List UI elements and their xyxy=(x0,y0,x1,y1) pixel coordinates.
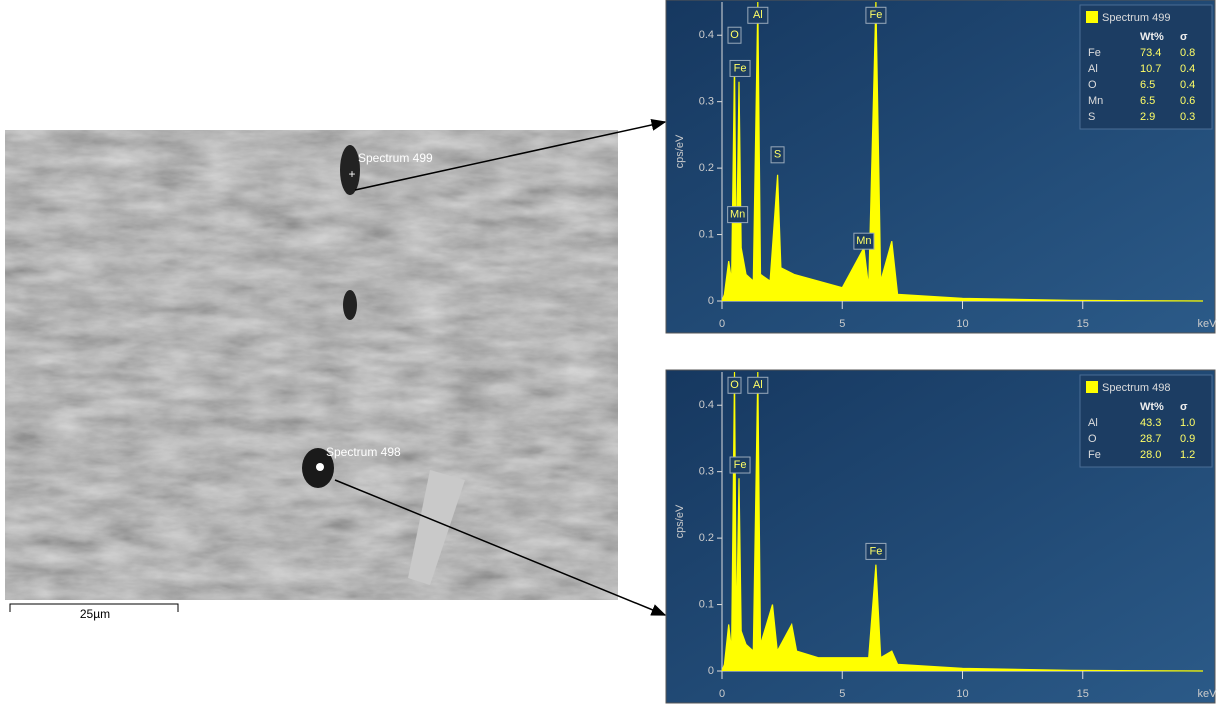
table-cell: 2.9 xyxy=(1140,111,1155,123)
x-tick-label: 10 xyxy=(956,688,968,700)
table-cell: O xyxy=(1088,79,1097,91)
table-cell: 1.2 xyxy=(1180,449,1195,461)
table-cell: 6.5 xyxy=(1140,79,1155,91)
peak-label: O xyxy=(730,29,739,41)
table-cell: 10.7 xyxy=(1140,63,1161,75)
table-header: Wt% xyxy=(1140,401,1164,413)
peak-label-box xyxy=(727,206,749,224)
peak-label-box xyxy=(747,376,769,394)
spot-label: Spectrum 498 xyxy=(326,445,401,459)
y-tick-label: 0.3 xyxy=(699,96,714,108)
peak-label-box xyxy=(853,232,875,250)
table-cell: 28.7 xyxy=(1140,433,1161,445)
legend-label: Spectrum 499 xyxy=(1102,12,1170,24)
peak-label: Mn xyxy=(730,209,745,221)
spectrum-line xyxy=(721,371,1204,672)
peak-label-box xyxy=(729,59,751,77)
peak-label-box xyxy=(727,376,742,394)
table-cell: 6.5 xyxy=(1140,95,1155,107)
table-header: σ xyxy=(1180,401,1188,413)
x-tick-label: 15 xyxy=(1077,318,1089,330)
x-tick-label: 5 xyxy=(839,688,845,700)
y-axis-label: cps/eV xyxy=(674,504,686,538)
peak-label: Fe xyxy=(869,9,882,21)
x-tick-label: 5 xyxy=(839,318,845,330)
peak-label-box xyxy=(729,456,751,474)
peak-label: Al xyxy=(753,9,763,21)
y-tick-label: 0.2 xyxy=(699,162,714,174)
table-cell: 1.0 xyxy=(1180,417,1195,429)
table-cell: 0.8 xyxy=(1180,47,1195,59)
table-cell: S xyxy=(1088,111,1095,123)
table-cell: 28.0 xyxy=(1140,449,1161,461)
table-cell: Al xyxy=(1088,417,1098,429)
peak-label: Fe xyxy=(734,459,747,471)
x-axis-label: keV xyxy=(1198,318,1218,330)
x-tick-label: 0 xyxy=(719,318,725,330)
peak-label: O xyxy=(730,379,739,391)
table-cell: Fe xyxy=(1088,449,1101,461)
legend-swatch xyxy=(1086,11,1098,23)
x-tick-label: 15 xyxy=(1077,688,1089,700)
y-tick-label: 0.4 xyxy=(699,399,714,411)
peak-label: Fe xyxy=(734,62,747,74)
peak-label-box xyxy=(865,6,887,24)
pit xyxy=(343,290,357,320)
spectrum-panel: 0 0.1 0.2 0.3 0.4 0 5 10 15 keV cps/eV Spectrum 498… xyxy=(665,369,1218,704)
x-tick-label: 10 xyxy=(956,318,968,330)
arrow xyxy=(334,479,667,616)
sem-texture xyxy=(5,130,618,600)
peak-label-box xyxy=(770,146,785,164)
y-tick-label: 0.1 xyxy=(699,228,714,240)
y-axis-label: cps/eV xyxy=(674,134,686,168)
marker: + xyxy=(348,167,355,181)
spectrum-line xyxy=(721,1,1204,302)
y-tick-label: 0 xyxy=(708,295,714,307)
table-cell: 73.4 xyxy=(1140,47,1161,59)
table-cell: 0.6 xyxy=(1180,95,1195,107)
marker xyxy=(316,463,324,471)
legend-box xyxy=(1079,4,1213,130)
table-cell: Fe xyxy=(1088,47,1101,59)
y-tick-label: 0.2 xyxy=(699,532,714,544)
table-cell: Mn xyxy=(1088,95,1103,107)
table-header: σ xyxy=(1180,31,1188,43)
y-tick-label: 0 xyxy=(708,665,714,677)
x-tick-label: 0 xyxy=(719,688,725,700)
legend-label: Spectrum 498 xyxy=(1102,382,1170,394)
spectrum-panel: 0 0.1 0.2 0.3 0.4 0 5 10 15 keV cps/eV Spectrum 499… xyxy=(665,0,1218,334)
y-tick-label: 0.3 xyxy=(699,466,714,478)
arrow xyxy=(354,119,667,191)
scale-label: 25µm xyxy=(80,607,110,621)
table-cell: 43.3 xyxy=(1140,417,1161,429)
peak-label: Mn xyxy=(856,235,871,247)
table-cell: 0.4 xyxy=(1180,63,1195,75)
particle xyxy=(408,470,465,585)
peak-label-box xyxy=(727,26,742,44)
table-cell: O xyxy=(1088,433,1097,445)
table-header: Wt% xyxy=(1140,31,1164,43)
table-cell: 0.3 xyxy=(1180,111,1195,123)
table-cell: 0.9 xyxy=(1180,433,1195,445)
peak-label: Al xyxy=(753,379,763,391)
table-cell: 0.4 xyxy=(1180,79,1195,91)
legend-swatch xyxy=(1086,381,1098,393)
spot-label: Spectrum 499 xyxy=(358,151,433,165)
y-tick-label: 0.4 xyxy=(699,29,714,41)
scale-bar xyxy=(9,603,179,612)
table-cell: Al xyxy=(1088,63,1098,75)
peak-label-box xyxy=(747,6,769,24)
legend-box xyxy=(1079,374,1213,468)
pit xyxy=(340,145,360,195)
peak-label-box xyxy=(865,542,887,560)
peak-label: S xyxy=(774,149,781,161)
y-tick-label: 0.1 xyxy=(699,598,714,610)
peak-label: Fe xyxy=(869,545,882,557)
micrograph: + Spectrum 499 Spectrum 498 25µm xyxy=(5,119,667,621)
x-axis-label: keV xyxy=(1198,688,1218,700)
